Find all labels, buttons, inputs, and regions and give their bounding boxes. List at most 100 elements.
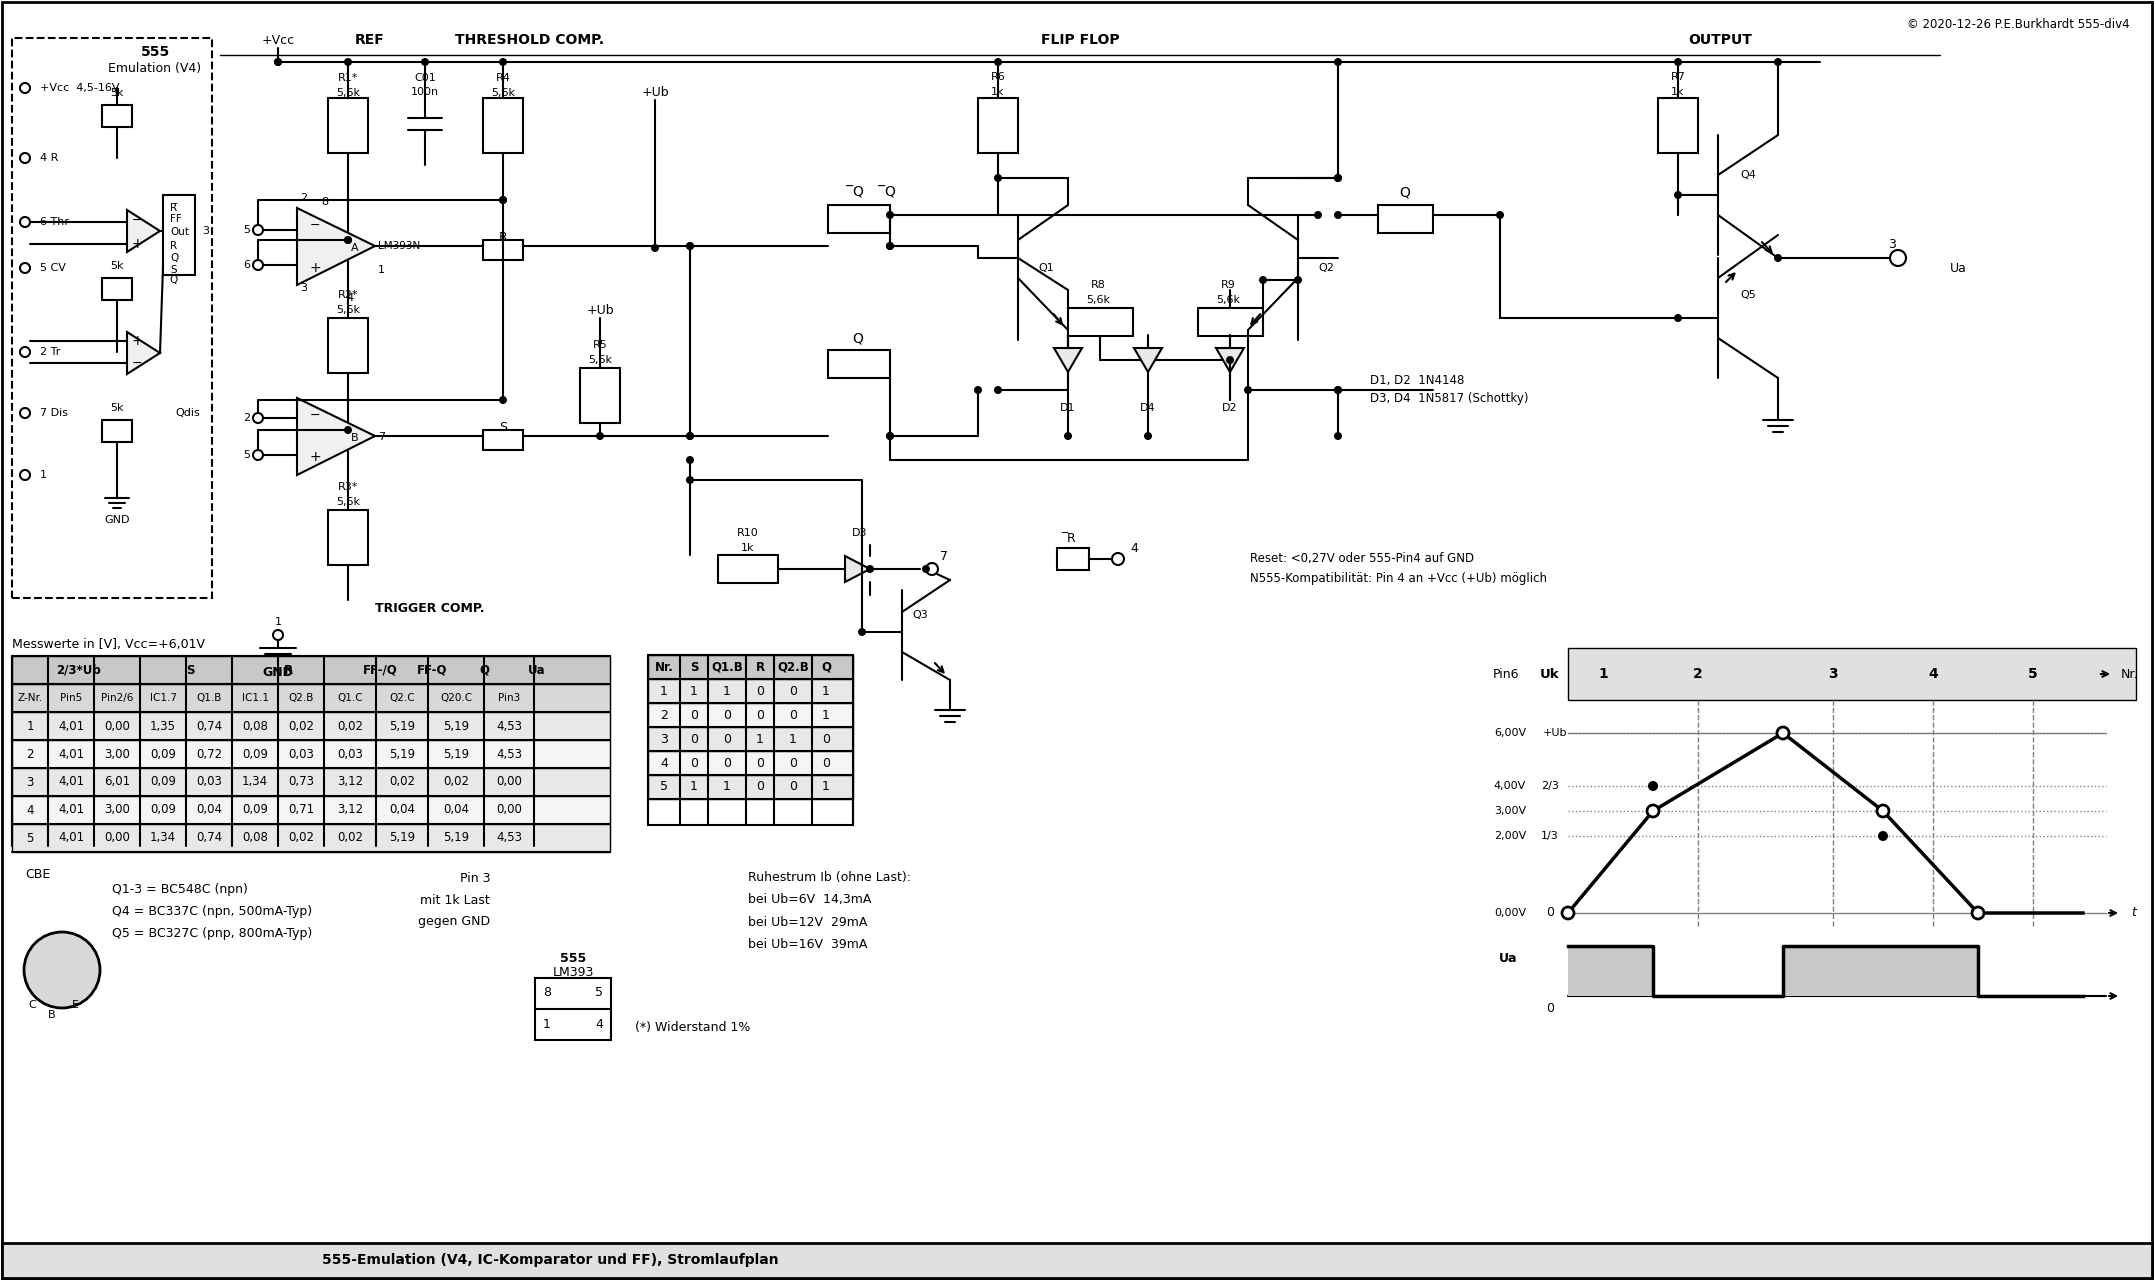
Text: 1: 1 — [823, 781, 829, 794]
Text: 0,03: 0,03 — [336, 748, 362, 760]
Text: 5,6k: 5,6k — [336, 88, 360, 99]
Text: 4: 4 — [26, 804, 34, 817]
Text: Pin3: Pin3 — [498, 692, 519, 703]
Text: Q: Q — [821, 660, 831, 673]
Text: FF-/Q: FF-/Q — [362, 663, 396, 677]
Text: 4,00V: 4,00V — [1495, 781, 1527, 791]
Text: 4 R: 4 R — [41, 154, 58, 163]
Text: 1k: 1k — [741, 543, 754, 553]
Text: D3, D4  1N5817 (Schottky): D3, D4 1N5817 (Schottky) — [1370, 392, 1529, 404]
Circle shape — [993, 387, 1002, 394]
Circle shape — [1333, 174, 1342, 182]
Circle shape — [685, 456, 694, 465]
Text: 3: 3 — [1829, 667, 1837, 681]
Circle shape — [345, 236, 351, 244]
Text: +Vcc: +Vcc — [261, 33, 295, 46]
Text: bei Ub=6V  14,3mA: bei Ub=6V 14,3mA — [747, 893, 872, 906]
Bar — [827, 349, 890, 378]
Text: R̅: R̅ — [170, 204, 177, 212]
Circle shape — [1333, 174, 1342, 182]
Circle shape — [857, 628, 866, 636]
Text: 3,12: 3,12 — [336, 776, 364, 788]
Text: R4: R4 — [495, 73, 510, 83]
Text: 0,00V: 0,00V — [1495, 908, 1525, 918]
Text: 1: 1 — [823, 709, 829, 722]
Text: OUTPUT: OUTPUT — [1689, 33, 1751, 47]
Polygon shape — [127, 332, 159, 374]
Text: S: S — [500, 421, 506, 434]
Bar — [648, 751, 853, 774]
Text: 0,02: 0,02 — [336, 719, 364, 732]
Circle shape — [274, 58, 282, 67]
Text: 0,74: 0,74 — [196, 719, 222, 732]
Text: 1: 1 — [788, 732, 797, 745]
Circle shape — [1064, 433, 1073, 440]
Text: Nr.: Nr. — [2122, 667, 2139, 681]
Text: Q2.B: Q2.B — [778, 660, 810, 673]
Text: 8: 8 — [321, 197, 330, 207]
Text: 0: 0 — [724, 732, 730, 745]
Text: 555-Emulation (V4, IC-Komparator und FF), Stromlaufplan: 555-Emulation (V4, IC-Komparator und FF)… — [321, 1253, 778, 1267]
Text: Pin6: Pin6 — [1493, 667, 1519, 681]
Text: R1*: R1* — [338, 73, 358, 83]
Text: FF: FF — [170, 214, 181, 224]
Text: 5,19: 5,19 — [390, 748, 416, 760]
Text: ̅R: ̅R — [1068, 531, 1077, 544]
Text: 1: 1 — [41, 470, 47, 480]
Text: 4: 4 — [347, 293, 353, 303]
Circle shape — [420, 58, 429, 67]
Circle shape — [1562, 908, 1575, 919]
Bar — [1568, 648, 2137, 700]
Bar — [13, 657, 610, 684]
Bar — [13, 38, 211, 598]
Bar — [1068, 308, 1133, 337]
Text: 0: 0 — [689, 732, 698, 745]
Text: Pin 3: Pin 3 — [459, 872, 489, 884]
Text: 5: 5 — [243, 451, 250, 460]
Circle shape — [1333, 433, 1342, 440]
Text: 0: 0 — [1547, 906, 1553, 919]
Text: 5: 5 — [26, 832, 34, 845]
Circle shape — [1497, 211, 1503, 219]
Text: LM393: LM393 — [551, 965, 595, 978]
Text: GND: GND — [103, 515, 129, 525]
Text: 0,03: 0,03 — [196, 776, 222, 788]
Circle shape — [597, 433, 603, 440]
Circle shape — [1973, 908, 1984, 919]
Circle shape — [885, 242, 894, 250]
Text: 0: 0 — [756, 685, 765, 698]
Text: D1: D1 — [1060, 403, 1075, 413]
Circle shape — [1333, 387, 1342, 394]
Text: Q2.B: Q2.B — [289, 692, 314, 703]
Circle shape — [19, 83, 30, 93]
Bar — [13, 824, 610, 852]
Text: Pin5: Pin5 — [60, 692, 82, 703]
Text: 7: 7 — [377, 433, 386, 442]
Text: Q: Q — [1400, 186, 1411, 198]
Text: Q1.B: Q1.B — [196, 692, 222, 703]
Text: Q: Q — [170, 253, 179, 262]
Circle shape — [19, 408, 30, 419]
Text: FLIP FLOP: FLIP FLOP — [1040, 33, 1120, 47]
Text: −: − — [310, 408, 321, 421]
Text: 5,19: 5,19 — [444, 719, 470, 732]
Circle shape — [345, 426, 351, 434]
Text: 5,6k: 5,6k — [336, 305, 360, 315]
Circle shape — [1333, 211, 1342, 219]
Text: 0,71: 0,71 — [289, 804, 314, 817]
Bar — [13, 768, 610, 796]
Circle shape — [1295, 276, 1301, 284]
Bar — [13, 657, 610, 846]
Text: 4: 4 — [1928, 667, 1939, 681]
Bar — [482, 99, 523, 154]
Text: 6 Thr: 6 Thr — [41, 218, 69, 227]
Text: 0: 0 — [823, 732, 829, 745]
Text: 0: 0 — [788, 781, 797, 794]
Text: B: B — [351, 433, 360, 443]
Text: mit 1k Last: mit 1k Last — [420, 893, 489, 906]
Circle shape — [1111, 553, 1124, 564]
Text: 0,08: 0,08 — [241, 719, 267, 732]
Bar — [164, 195, 196, 275]
Text: R: R — [498, 230, 508, 243]
Polygon shape — [297, 209, 375, 285]
